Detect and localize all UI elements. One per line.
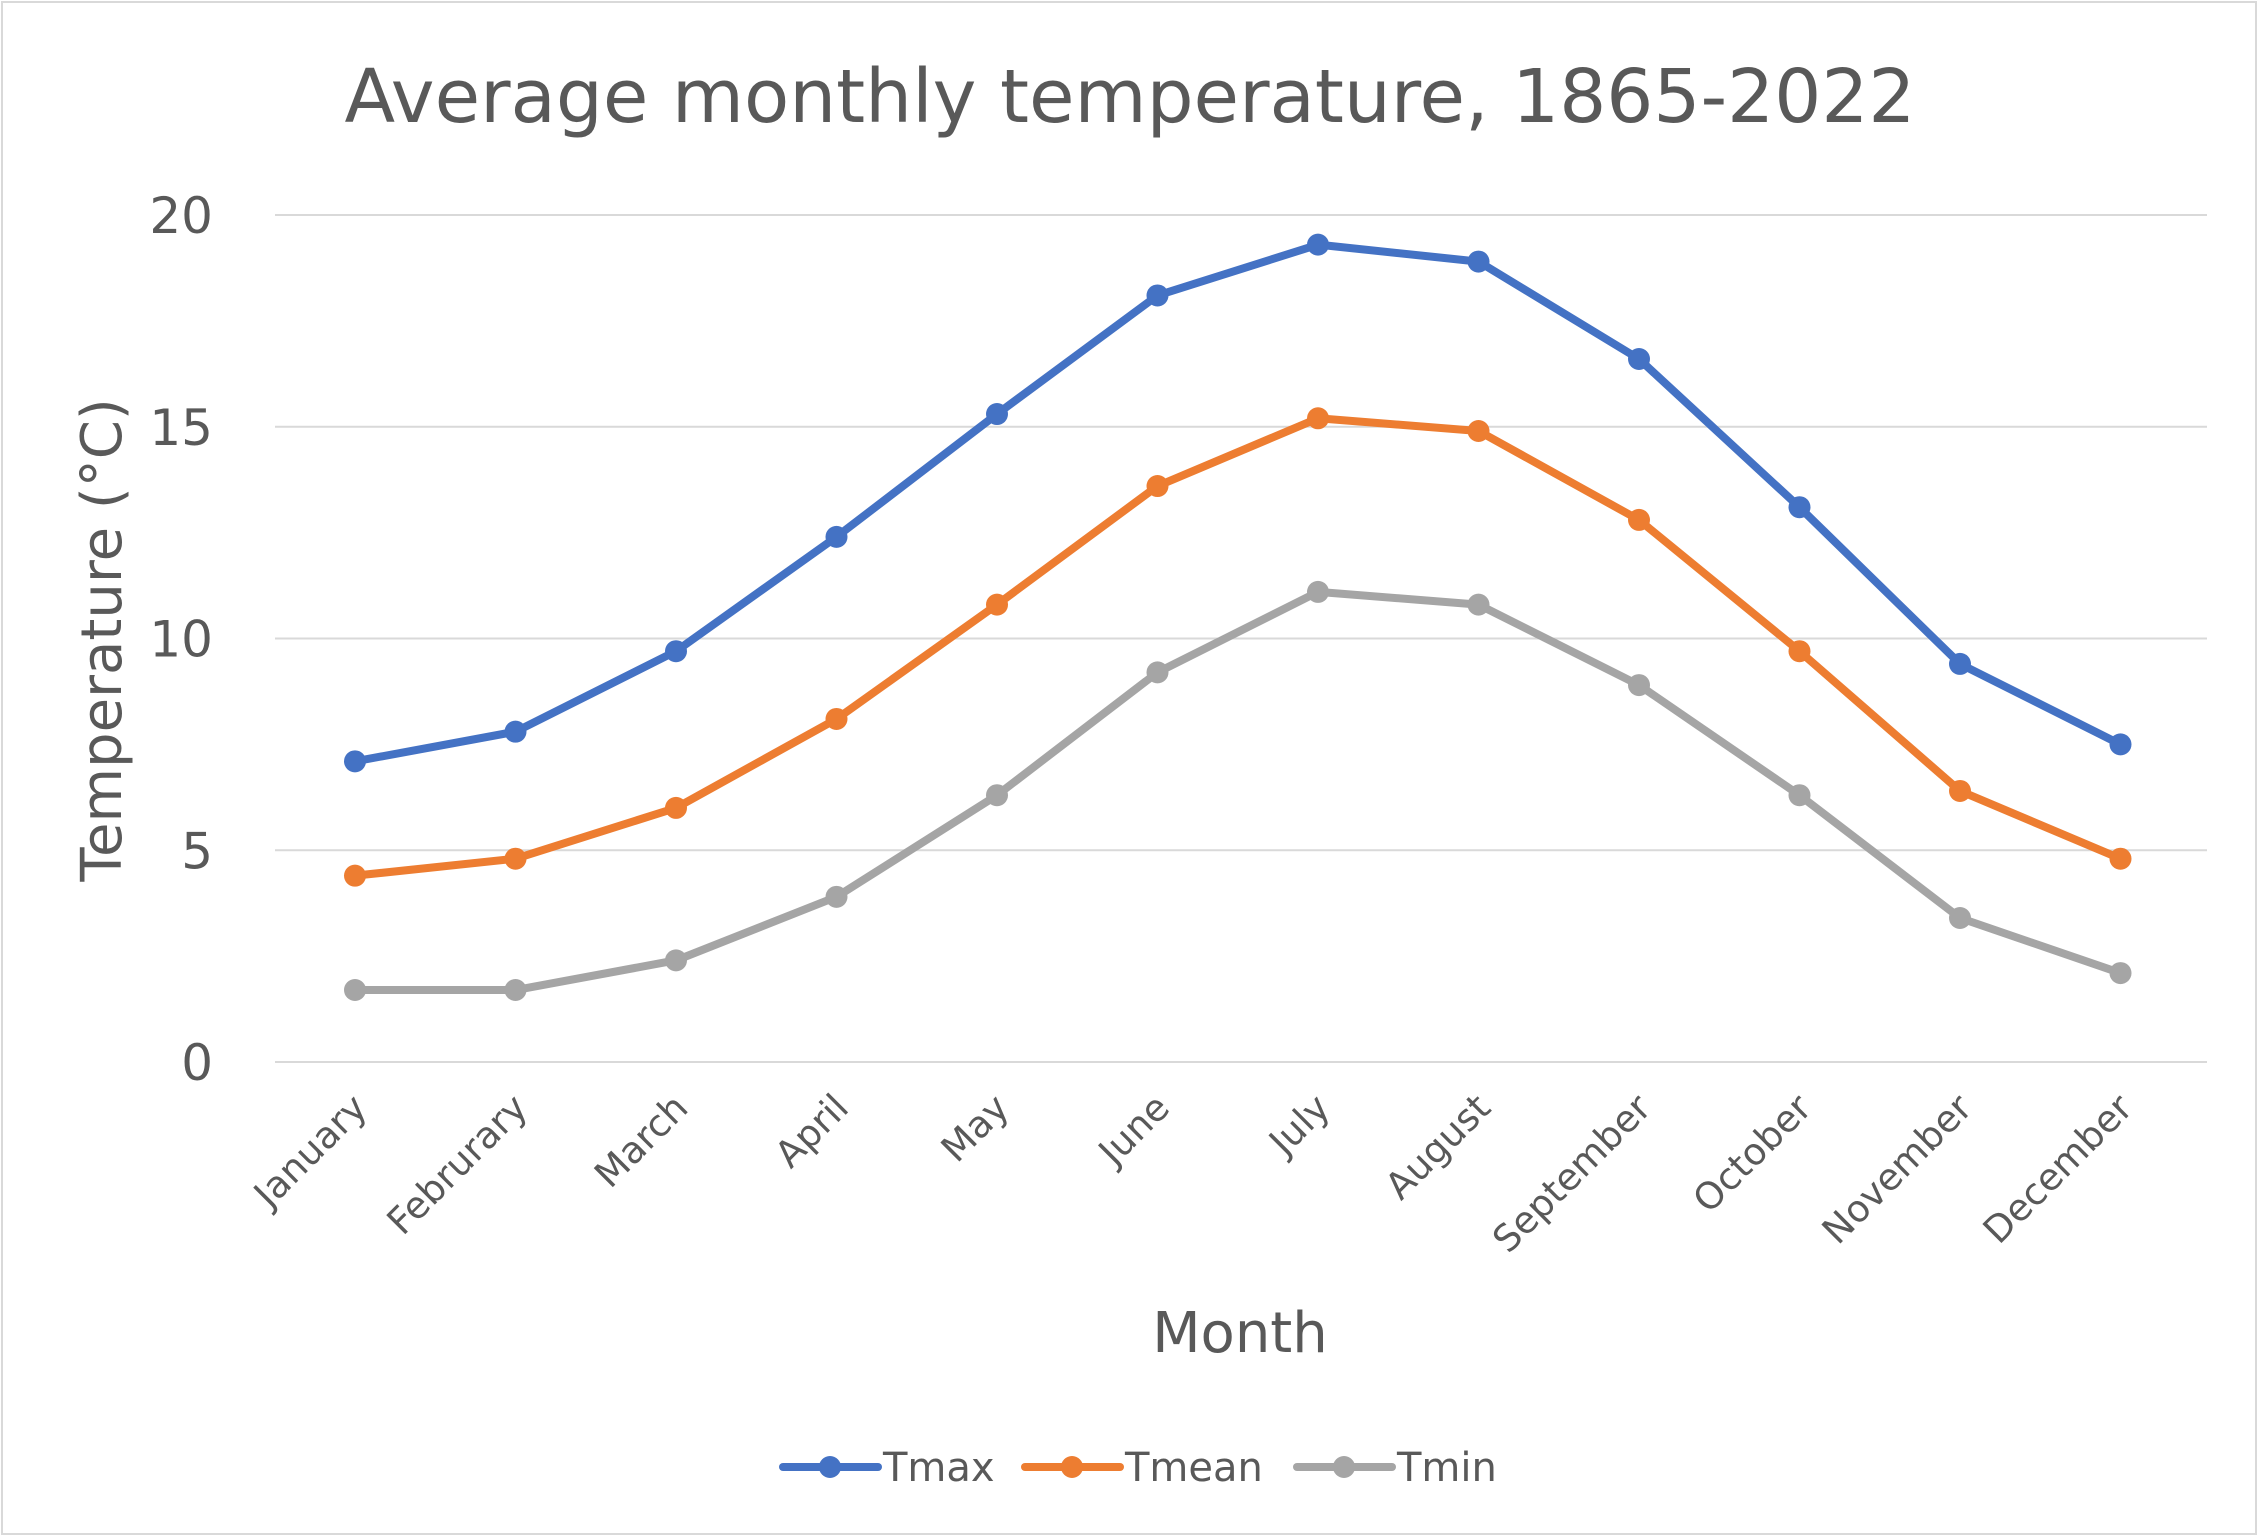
- data-point-tmin: [1467, 593, 1490, 616]
- x-tick-label: September: [1484, 1085, 1660, 1261]
- x-tick-label: June: [1089, 1086, 1178, 1175]
- data-point-tmax: [2109, 733, 2132, 756]
- x-tick-label: March: [586, 1086, 696, 1196]
- data-point-tmin: [344, 979, 366, 1002]
- data-point-tmin: [1307, 580, 1329, 603]
- data-point-tmean: [825, 707, 848, 730]
- data-point-tmean: [665, 796, 687, 819]
- y-tick-label: 10: [149, 611, 213, 669]
- gridlines: [275, 214, 2207, 1063]
- data-point-tmean: [1949, 779, 1971, 802]
- legend-label-tmin: Tmin: [1396, 1445, 1497, 1491]
- y-axis-title: Temperature (°C): [70, 398, 135, 882]
- legend-label-tmean: Tmean: [1124, 1445, 1263, 1491]
- data-point-tmax: [1949, 652, 1971, 675]
- data-point-tmax: [1467, 250, 1490, 273]
- chart-title: Average monthly temperature, 1865-2022: [345, 54, 1916, 140]
- data-point-tmean: [986, 593, 1008, 616]
- x-tick-label: October: [1685, 1085, 1821, 1221]
- y-tick-label: 0: [181, 1034, 213, 1092]
- y-axis-tick-labels: 0 5 10 15 20: [149, 187, 213, 1092]
- series-line-tmin: [351, 587, 2125, 995]
- data-point-tmax: [825, 525, 848, 548]
- series-line-tmax: [351, 240, 2125, 766]
- data-point-tmax: [504, 720, 527, 743]
- data-point-tmax: [1628, 347, 1650, 370]
- x-tick-label: August: [1377, 1086, 1499, 1208]
- data-point-tmin: [825, 885, 848, 908]
- x-tick-label: December: [1975, 1085, 2142, 1252]
- x-axis-title: Month: [1152, 1301, 1328, 1366]
- legend-marker-tmin: [1333, 1456, 1355, 1478]
- data-point-tmax: [986, 403, 1008, 426]
- data-point-tmean: [1307, 407, 1329, 430]
- y-tick-label: 15: [149, 399, 213, 457]
- data-point-tmin: [1146, 661, 1169, 684]
- data-point-tmax: [665, 640, 687, 663]
- y-tick-label: 20: [149, 187, 213, 245]
- data-point-tmean: [2109, 847, 2132, 870]
- data-point-tmin: [2109, 962, 2132, 985]
- x-axis-tick-labels: January Februrary March April May June July Aug…: [244, 1085, 2141, 1261]
- legend-label-tmax: Tmax: [882, 1445, 995, 1491]
- data-point-tmean: [504, 847, 527, 870]
- data-point-tmax: [1788, 496, 1811, 519]
- data-point-tmin: [1788, 784, 1811, 807]
- data-point-tmax: [344, 750, 366, 773]
- data-point-tmean: [1628, 508, 1650, 531]
- legend-marker-tmax: [819, 1456, 841, 1478]
- data-point-tmax: [1307, 233, 1329, 256]
- data-point-tmin: [1628, 674, 1650, 697]
- x-tick-label: July: [1259, 1086, 1338, 1165]
- plot-area: [344, 233, 2132, 1002]
- x-tick-label: April: [767, 1086, 857, 1176]
- x-tick-label: May: [933, 1086, 1017, 1170]
- data-point-tmin: [665, 949, 687, 972]
- x-tick-label: January: [244, 1086, 375, 1217]
- data-point-tmean: [1467, 419, 1490, 442]
- data-point-tmean: [344, 864, 366, 887]
- series-line-tmean: [351, 414, 2125, 880]
- x-tick-label: November: [1814, 1085, 1981, 1252]
- data-point-tmean: [1146, 475, 1169, 498]
- x-tick-label: Februrary: [379, 1086, 536, 1243]
- data-point-tmin: [986, 784, 1008, 807]
- legend-marker-tmean: [1061, 1456, 1083, 1478]
- data-point-tmean: [1788, 640, 1811, 663]
- data-point-tmax: [1146, 284, 1169, 307]
- data-point-tmin: [504, 979, 527, 1002]
- data-point-tmin: [1949, 907, 1971, 930]
- y-tick-label: 5: [181, 822, 213, 880]
- legend: Tmax Tmean Tmin: [779, 1445, 1497, 1491]
